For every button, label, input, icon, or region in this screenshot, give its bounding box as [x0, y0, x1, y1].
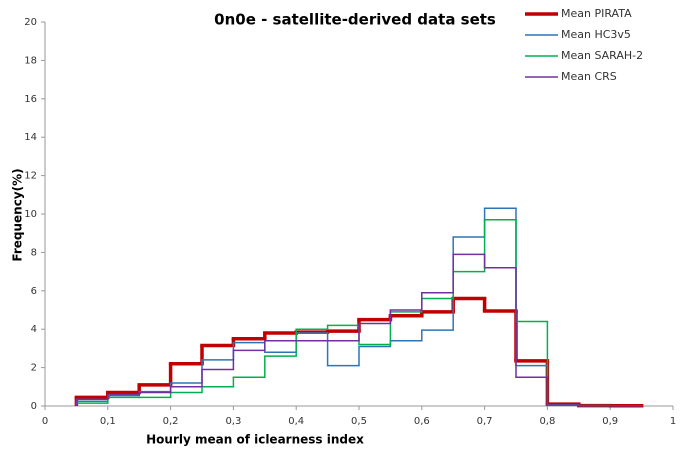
- x-tick-label: 0,1: [100, 416, 116, 427]
- y-tick-label: 20: [24, 17, 37, 28]
- y-tick-label: 6: [31, 286, 37, 297]
- legend-label: Mean HC3v5: [561, 28, 631, 41]
- x-tick-label: 1: [670, 416, 676, 427]
- x-axis-label: Hourly mean of iclearness index: [146, 433, 364, 447]
- legend-label: Mean CRS: [561, 70, 617, 83]
- y-tick-label: 12: [24, 171, 37, 182]
- chart-title: 0n0e - satellite-derived data sets: [214, 11, 496, 29]
- legend-label: Mean SARAH-2: [561, 49, 643, 62]
- x-tick-label: 0,6: [414, 416, 430, 427]
- y-tick-label: 8: [31, 247, 37, 258]
- legend-label: Mean PIRATA: [561, 7, 632, 20]
- y-tick-label: 0: [31, 401, 37, 412]
- y-axis-label: Frequency(%): [11, 168, 25, 261]
- x-tick-label: 0,4: [288, 416, 304, 427]
- x-tick-label: 0,8: [539, 416, 555, 427]
- x-tick-label: 0: [42, 416, 48, 427]
- y-tick-label: 10: [24, 209, 37, 220]
- y-tick-label: 16: [24, 94, 37, 105]
- x-tick-label: 0,7: [477, 416, 493, 427]
- x-tick-label: 0,2: [163, 416, 179, 427]
- y-tick-label: 4: [31, 324, 37, 335]
- y-tick-label: 18: [24, 55, 37, 66]
- x-tick-label: 0,3: [225, 416, 241, 427]
- x-tick-label: 0,9: [602, 416, 618, 427]
- y-tick-label: 2: [31, 363, 37, 374]
- x-tick-label: 0,5: [351, 416, 367, 427]
- y-tick-label: 14: [24, 132, 37, 143]
